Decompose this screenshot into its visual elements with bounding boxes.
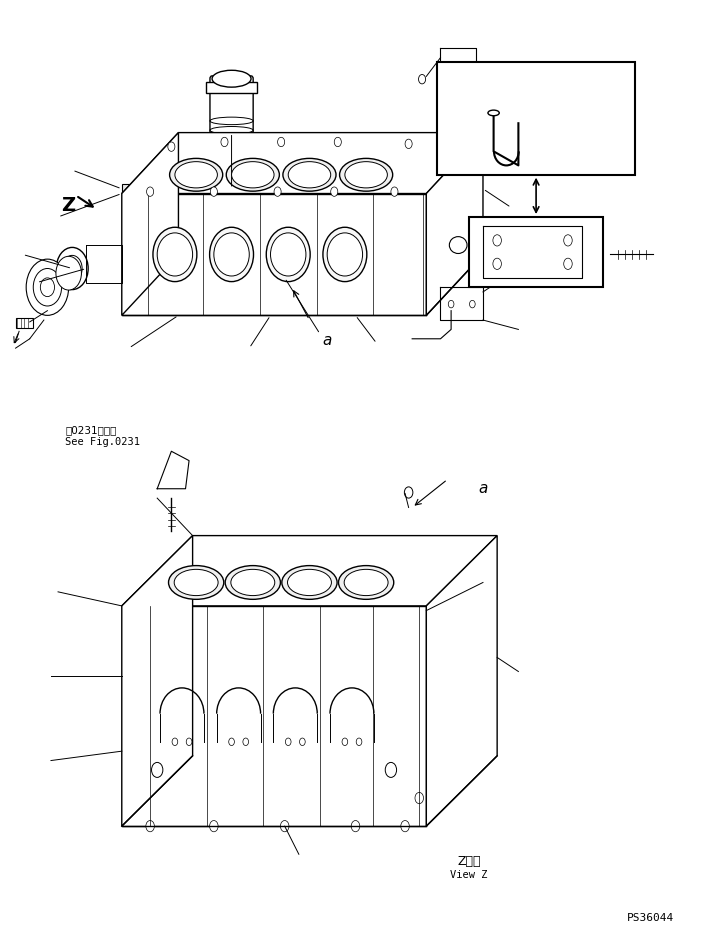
- Circle shape: [415, 792, 424, 804]
- Ellipse shape: [283, 158, 336, 191]
- Text: PS36044: PS36044: [627, 913, 674, 923]
- Ellipse shape: [56, 247, 88, 290]
- Ellipse shape: [174, 570, 218, 596]
- Circle shape: [229, 738, 235, 745]
- Ellipse shape: [345, 162, 387, 188]
- Circle shape: [405, 139, 412, 149]
- Ellipse shape: [344, 570, 388, 596]
- Ellipse shape: [170, 158, 223, 191]
- Text: See Fig.0231: See Fig.0231: [65, 437, 140, 446]
- Circle shape: [331, 187, 338, 196]
- Polygon shape: [122, 184, 427, 194]
- Circle shape: [146, 821, 154, 832]
- FancyBboxPatch shape: [16, 318, 33, 327]
- Circle shape: [280, 821, 289, 832]
- Ellipse shape: [266, 227, 310, 282]
- Circle shape: [285, 738, 291, 745]
- Ellipse shape: [153, 227, 197, 282]
- Text: a: a: [323, 333, 332, 348]
- Circle shape: [186, 738, 192, 745]
- Circle shape: [172, 738, 178, 745]
- Circle shape: [448, 301, 454, 308]
- Text: 高地仕様: 高地仕様: [521, 71, 551, 85]
- Ellipse shape: [270, 233, 306, 276]
- Circle shape: [391, 187, 398, 196]
- Circle shape: [356, 738, 362, 745]
- FancyBboxPatch shape: [437, 62, 635, 175]
- Ellipse shape: [488, 110, 499, 116]
- Circle shape: [351, 821, 360, 832]
- Circle shape: [33, 269, 62, 306]
- FancyBboxPatch shape: [469, 217, 604, 288]
- Ellipse shape: [169, 566, 224, 600]
- Ellipse shape: [226, 158, 279, 191]
- Polygon shape: [122, 536, 497, 606]
- Circle shape: [168, 142, 175, 151]
- Circle shape: [493, 258, 501, 270]
- FancyBboxPatch shape: [206, 82, 257, 93]
- Ellipse shape: [323, 227, 367, 282]
- Polygon shape: [122, 194, 427, 315]
- Circle shape: [493, 235, 501, 246]
- Polygon shape: [122, 133, 483, 194]
- Text: 第0231図参照: 第0231図参照: [65, 426, 117, 435]
- Ellipse shape: [214, 233, 250, 276]
- Circle shape: [146, 187, 154, 196]
- Ellipse shape: [210, 227, 254, 282]
- Circle shape: [56, 257, 82, 290]
- FancyBboxPatch shape: [210, 76, 253, 161]
- Ellipse shape: [282, 566, 337, 600]
- Circle shape: [151, 762, 163, 777]
- Text: a: a: [479, 481, 488, 496]
- Ellipse shape: [157, 233, 193, 276]
- Circle shape: [405, 487, 413, 498]
- Circle shape: [419, 74, 426, 84]
- Text: Z: Z: [62, 196, 76, 215]
- Ellipse shape: [327, 233, 363, 276]
- Circle shape: [564, 235, 572, 246]
- Text: D40AP Engine No.55043～: D40AP Engine No.55043～: [467, 122, 605, 132]
- Ellipse shape: [231, 570, 274, 596]
- Polygon shape: [122, 606, 427, 826]
- Circle shape: [385, 762, 397, 777]
- Ellipse shape: [449, 237, 467, 254]
- Circle shape: [26, 259, 69, 315]
- Ellipse shape: [175, 162, 218, 188]
- Circle shape: [277, 137, 284, 147]
- Ellipse shape: [225, 566, 280, 600]
- Ellipse shape: [63, 256, 82, 282]
- Ellipse shape: [287, 570, 331, 596]
- Ellipse shape: [338, 566, 394, 600]
- Circle shape: [210, 821, 218, 832]
- Text: Z　視: Z 視: [457, 855, 481, 869]
- Circle shape: [274, 187, 281, 196]
- Circle shape: [221, 137, 228, 147]
- Circle shape: [342, 738, 348, 745]
- Circle shape: [243, 738, 249, 745]
- Ellipse shape: [232, 162, 274, 188]
- Circle shape: [469, 301, 475, 308]
- Circle shape: [41, 278, 55, 297]
- Text: D41AP Engine No.55043～: D41AP Engine No.55043～: [467, 110, 605, 119]
- Circle shape: [401, 821, 410, 832]
- Ellipse shape: [340, 158, 392, 191]
- Text: High Altitude Spec.: High Altitude Spec.: [476, 86, 596, 96]
- Polygon shape: [427, 536, 497, 826]
- Text: 適用号機: 適用号機: [521, 96, 551, 109]
- Text: View Z: View Z: [450, 870, 488, 880]
- Circle shape: [564, 258, 572, 270]
- Polygon shape: [122, 536, 193, 826]
- Ellipse shape: [288, 162, 331, 188]
- Polygon shape: [427, 133, 483, 315]
- Circle shape: [334, 137, 341, 147]
- Polygon shape: [122, 133, 178, 315]
- Ellipse shape: [212, 70, 251, 87]
- Circle shape: [210, 187, 218, 196]
- Circle shape: [299, 738, 305, 745]
